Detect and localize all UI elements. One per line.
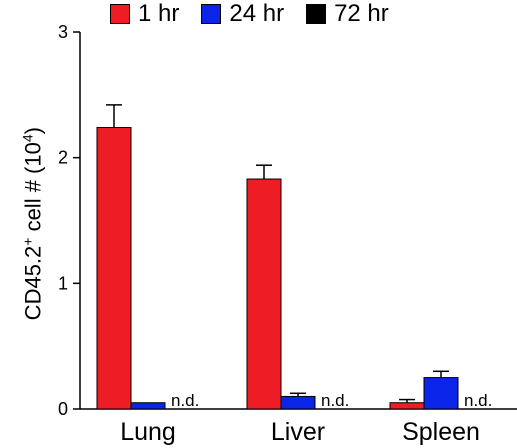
x-tick-label: Spleen bbox=[402, 418, 480, 446]
x-tick-label: Lung bbox=[120, 418, 176, 446]
x-tick-label: Liver bbox=[271, 418, 325, 446]
nd-annotation: n.d. bbox=[321, 391, 349, 410]
legend-swatch-72hr bbox=[306, 4, 327, 24]
legend-swatch-24hr bbox=[201, 4, 222, 24]
bar bbox=[423, 377, 459, 410]
legend-item-24hr: 24 hr bbox=[201, 2, 284, 26]
legend: 1 hr 24 hr 72 hr bbox=[110, 2, 411, 26]
y-tick-label: 3 bbox=[58, 22, 68, 42]
legend-label-1hr: 1 hr bbox=[138, 0, 180, 27]
y-tick-label: 1 bbox=[58, 273, 68, 293]
legend-label-72hr: 72 hr bbox=[334, 0, 389, 27]
y-tick-label: 0 bbox=[58, 399, 68, 419]
bar bbox=[389, 402, 425, 410]
bar bbox=[280, 395, 316, 410]
bar bbox=[96, 127, 132, 410]
nd-annotation: n.d. bbox=[464, 391, 492, 410]
legend-item-72hr: 72 hr bbox=[306, 2, 389, 26]
nd-annotation: n.d. bbox=[171, 391, 199, 410]
bar bbox=[246, 178, 282, 410]
legend-label-24hr: 24 hr bbox=[229, 0, 285, 27]
legend-swatch-1hr bbox=[110, 4, 130, 24]
bar bbox=[130, 402, 166, 410]
legend-item-1hr: 1 hr bbox=[110, 2, 179, 26]
y-tick-label: 2 bbox=[58, 148, 68, 168]
